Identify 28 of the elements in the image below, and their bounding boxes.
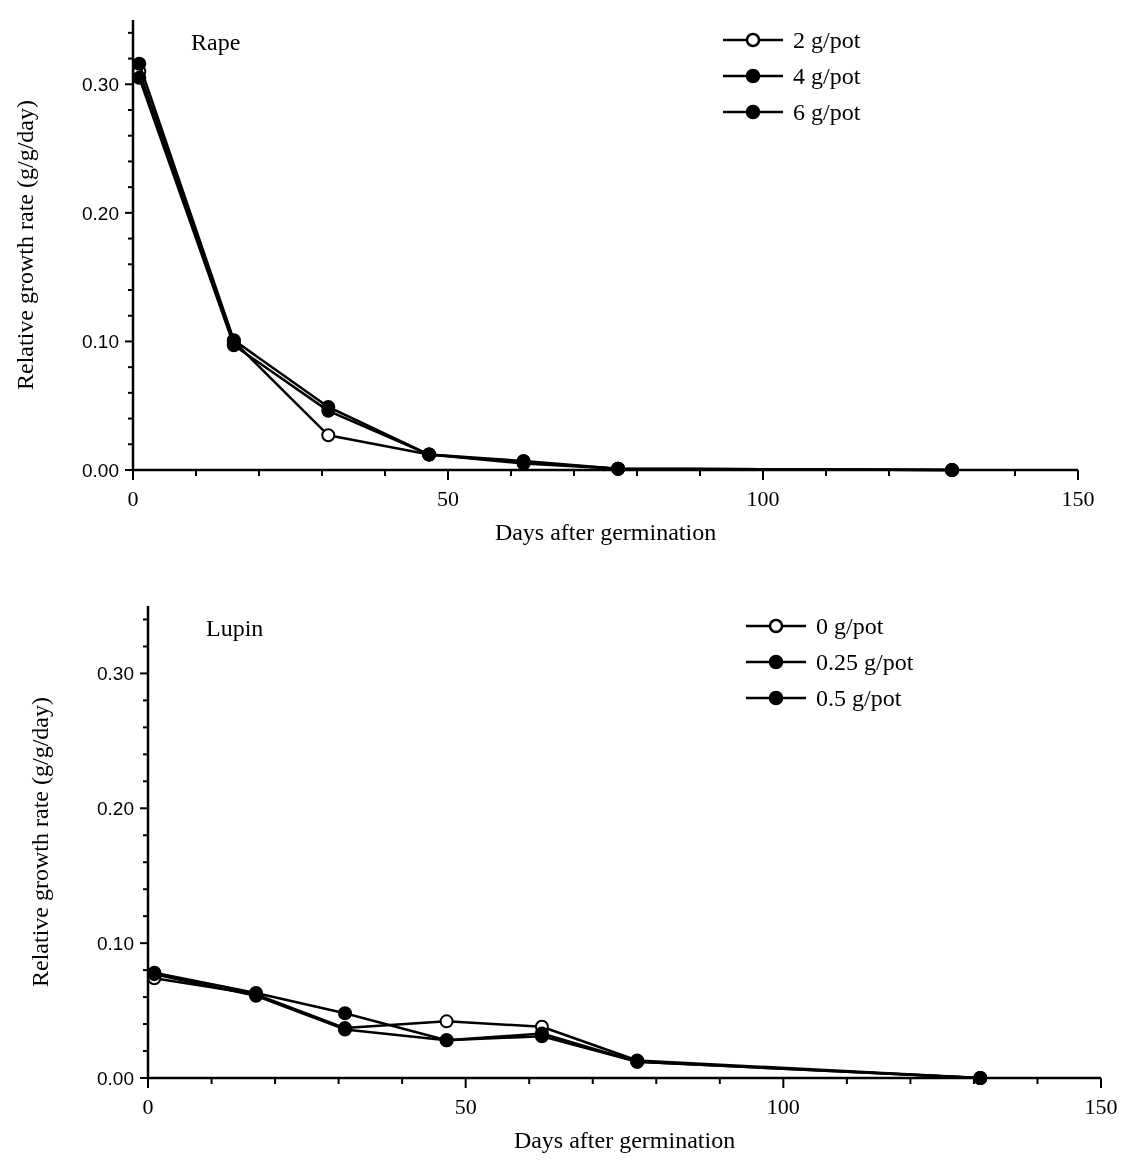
chart-title: Rape: [191, 29, 241, 55]
chart-title: Lupin: [206, 615, 264, 641]
legend-label: 4 g/pot: [793, 63, 861, 90]
y-tick-label: 0.20: [97, 797, 134, 819]
legend-label: 0.5 g/pot: [816, 685, 902, 712]
x-axis-title: Days after germination: [494, 519, 717, 545]
legend-label: 0.25 g/pot: [816, 649, 914, 676]
legend-label: 2 g/pot: [793, 27, 861, 54]
y-axis-title: Relative growth rate (g/g/day): [27, 697, 53, 987]
x-tick-label: 150: [1061, 486, 1095, 511]
x-tick-label: 100: [766, 1094, 800, 1119]
y-tick-label: 0.10: [97, 932, 134, 954]
y-tick-label: 0.00: [97, 1067, 134, 1089]
x-tick-label: 50: [437, 486, 459, 511]
x-tick-label: 150: [1084, 1094, 1118, 1119]
legend-label: 0 g/pot: [816, 613, 884, 640]
x-axis-title: Days after germination: [513, 1127, 736, 1153]
y-tick-label: 0.20: [82, 202, 119, 224]
x-tick-label: 100: [746, 486, 780, 511]
legend-label: 6 g/pot: [793, 99, 861, 126]
y-tick-label: 0.30: [97, 663, 134, 685]
y-tick-label: 0.30: [82, 73, 119, 95]
x-tick-label: 50: [454, 1094, 477, 1119]
y-tick-label: 0.10: [82, 331, 119, 353]
y-axis-title: Relative growth rate (g/g/day): [12, 100, 38, 390]
y-tick-label: 0.00: [82, 459, 119, 481]
x-tick-label: 0: [142, 1094, 154, 1119]
x-tick-label: 0: [127, 486, 139, 511]
